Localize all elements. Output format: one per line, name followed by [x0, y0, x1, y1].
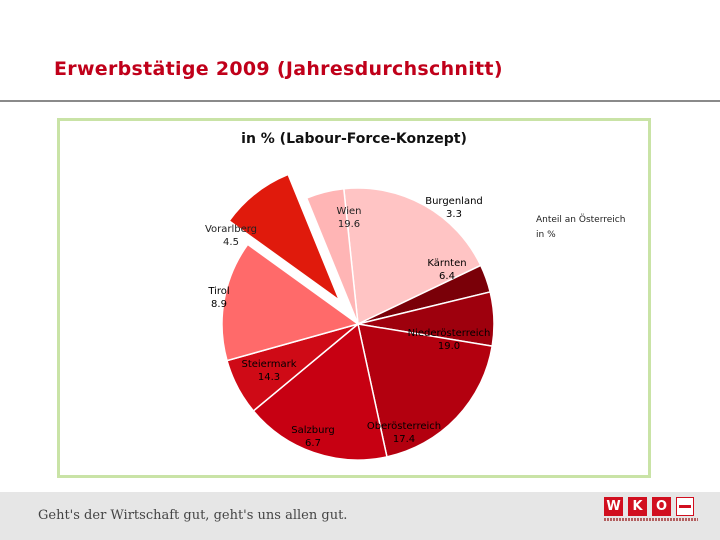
slice-label-vorarlberg: Vorarlberg 4.5 [205, 224, 257, 248]
pie-slice-tirol [228, 173, 342, 303]
slice-label-wien: Wien 19.6 [337, 206, 362, 230]
side-note-line-1: Anteil an Österreich [536, 215, 626, 225]
wko-logo: W K O [604, 497, 698, 523]
slice-label-obersterreich: Oberösterreich 17.4 [367, 421, 441, 445]
pie-slice-wien [342, 187, 482, 326]
pie-slice-vorarlberg [305, 187, 359, 325]
pie-slice-obersterreich [252, 322, 388, 461]
logo-subline [604, 518, 698, 521]
chart-title: in % (Labour-Force-Konzept) [241, 131, 467, 147]
side-note: Anteil an Österreich in % [536, 213, 656, 243]
pie-slice-niedersterreich [357, 323, 494, 458]
logo-letter-w: W [604, 497, 623, 516]
footer-slogan: Geht's der Wirtschaft gut, geht's uns al… [38, 508, 348, 523]
side-note-line-2: in % [536, 230, 556, 240]
title-divider [0, 100, 720, 102]
slice-label-niedersterreich: Niederösterreich 19.0 [408, 328, 491, 352]
slice-label-burgenland: Burgenland 3.3 [425, 196, 483, 220]
slice-label-krnten: Kärnten 6.4 [427, 258, 466, 282]
logo-letter-k: K [628, 497, 647, 516]
slice-label-steiermark: Steiermark 14.3 [241, 359, 296, 383]
eagle-crest-icon [676, 497, 694, 516]
slice-label-salzburg: Salzburg 6.7 [291, 425, 334, 449]
slice-label-tirol: Tirol 8.9 [207, 286, 229, 310]
slide-title: Erwerbstätige 2009 (Jahresdurchschnitt) [54, 58, 503, 80]
logo-letter-o: O [652, 497, 671, 516]
pie-slice-steiermark [221, 243, 360, 362]
footer-bar [0, 492, 720, 540]
